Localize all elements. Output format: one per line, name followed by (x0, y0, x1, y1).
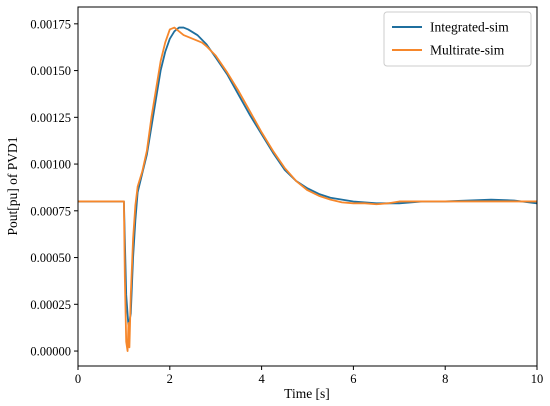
y-axis-label: Pout[pu] of PVD1 (5, 136, 20, 235)
x-tick-label: 10 (531, 372, 544, 386)
y-tick-label: 0.00025 (30, 298, 71, 312)
x-tick-label: 0 (75, 372, 81, 386)
y-axis: 0.00000 0.00025 0.00050 0.00075 0.00100 0.001… (30, 17, 78, 359)
x-tick-label: 4 (258, 372, 265, 386)
y-tick-label: 0.00125 (30, 111, 71, 125)
y-tick-label: 0.00150 (30, 64, 71, 78)
series-line-multirate-sim (78, 26, 537, 352)
plot-frame (77, 6, 538, 367)
series-line-integrated-sim (78, 26, 538, 328)
legend-box (383, 11, 532, 67)
x-axis-label: Time [s] (284, 386, 330, 401)
legend-label-multirate-sim: Multirate-sim (430, 43, 505, 58)
x-tick-label: 6 (350, 372, 356, 386)
y-tick-label: 0.00100 (30, 158, 71, 172)
y-tick-label: 0.00075 (30, 204, 71, 218)
x-axis: 0 2 4 6 8 10 (75, 366, 543, 386)
x-tick-label: 8 (442, 372, 448, 386)
legend-label-integrated-sim: Integrated-sim (430, 20, 509, 35)
y-tick-label: 0.00050 (30, 251, 71, 265)
x-tick-label: 2 (167, 372, 173, 386)
legend: Integrated-sim Multirate-sim (383, 11, 532, 67)
y-tick-label: 0.00000 (30, 345, 71, 359)
y-tick-label: 0.00175 (30, 17, 71, 31)
series-layer (78, 26, 538, 352)
